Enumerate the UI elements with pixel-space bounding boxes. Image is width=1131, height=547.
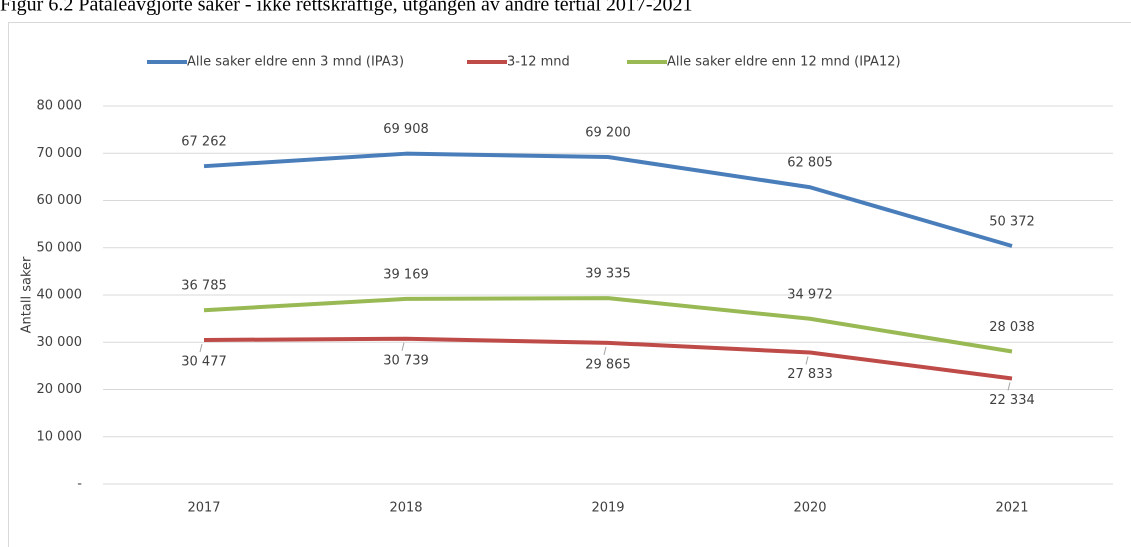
- data-label: 29 865: [585, 357, 631, 372]
- data-label: 28 038: [989, 320, 1035, 335]
- data-label: 67 262: [181, 135, 227, 150]
- series-line: [203, 296, 1013, 354]
- leader-line: [603, 346, 607, 356]
- y-tick-label: 60 000: [37, 193, 83, 208]
- leader-line: [805, 356, 809, 365]
- leader-line: [401, 342, 405, 351]
- leader-line: [199, 343, 203, 353]
- x-tick-label: 2017: [187, 501, 220, 516]
- data-label: 36 785: [181, 279, 227, 294]
- x-tick-label: 2019: [591, 501, 624, 516]
- data-label: 39 169: [383, 267, 429, 282]
- legend-label: 3-12 mnd: [507, 55, 570, 70]
- data-label: 69 908: [383, 122, 429, 137]
- data-label: 39 335: [585, 267, 631, 282]
- y-tick-label: 50 000: [37, 240, 83, 255]
- legend-label: Alle saker eldre enn 3 mnd (IPA3): [187, 55, 404, 70]
- data-label: 69 200: [585, 126, 631, 141]
- y-tick-label: 30 000: [37, 335, 83, 350]
- leader-line: [1007, 382, 1011, 391]
- y-axis-label: Antall saker: [20, 256, 35, 333]
- x-tick-label: 2018: [389, 501, 422, 516]
- data-label: 34 972: [787, 287, 833, 302]
- data-label: 62 805: [787, 156, 833, 171]
- chart-border: [8, 22, 1131, 547]
- x-tick-label: 2020: [793, 501, 826, 516]
- y-tick-label: 10 000: [37, 429, 83, 444]
- legend-label: Alle saker eldre enn 12 mnd (IPA12): [667, 55, 901, 70]
- chart-title: Figur 6.2 Påtaleavgjorte saker - ikke re…: [0, 0, 693, 16]
- y-tick-label: -: [77, 477, 82, 492]
- data-label: 27 833: [787, 367, 833, 382]
- series-line: [203, 151, 1013, 248]
- y-tick-label: 70 000: [37, 146, 83, 161]
- x-tick-label: 2021: [995, 501, 1028, 516]
- data-label: 50 372: [989, 214, 1035, 229]
- y-tick-label: 40 000: [37, 288, 83, 303]
- data-label: 22 334: [989, 393, 1035, 408]
- data-label: 30 477: [181, 354, 227, 369]
- y-tick-label: 80 000: [37, 99, 83, 114]
- data-label: 30 739: [383, 353, 429, 368]
- y-tick-label: 20 000: [37, 382, 83, 397]
- series-line: [203, 336, 1013, 381]
